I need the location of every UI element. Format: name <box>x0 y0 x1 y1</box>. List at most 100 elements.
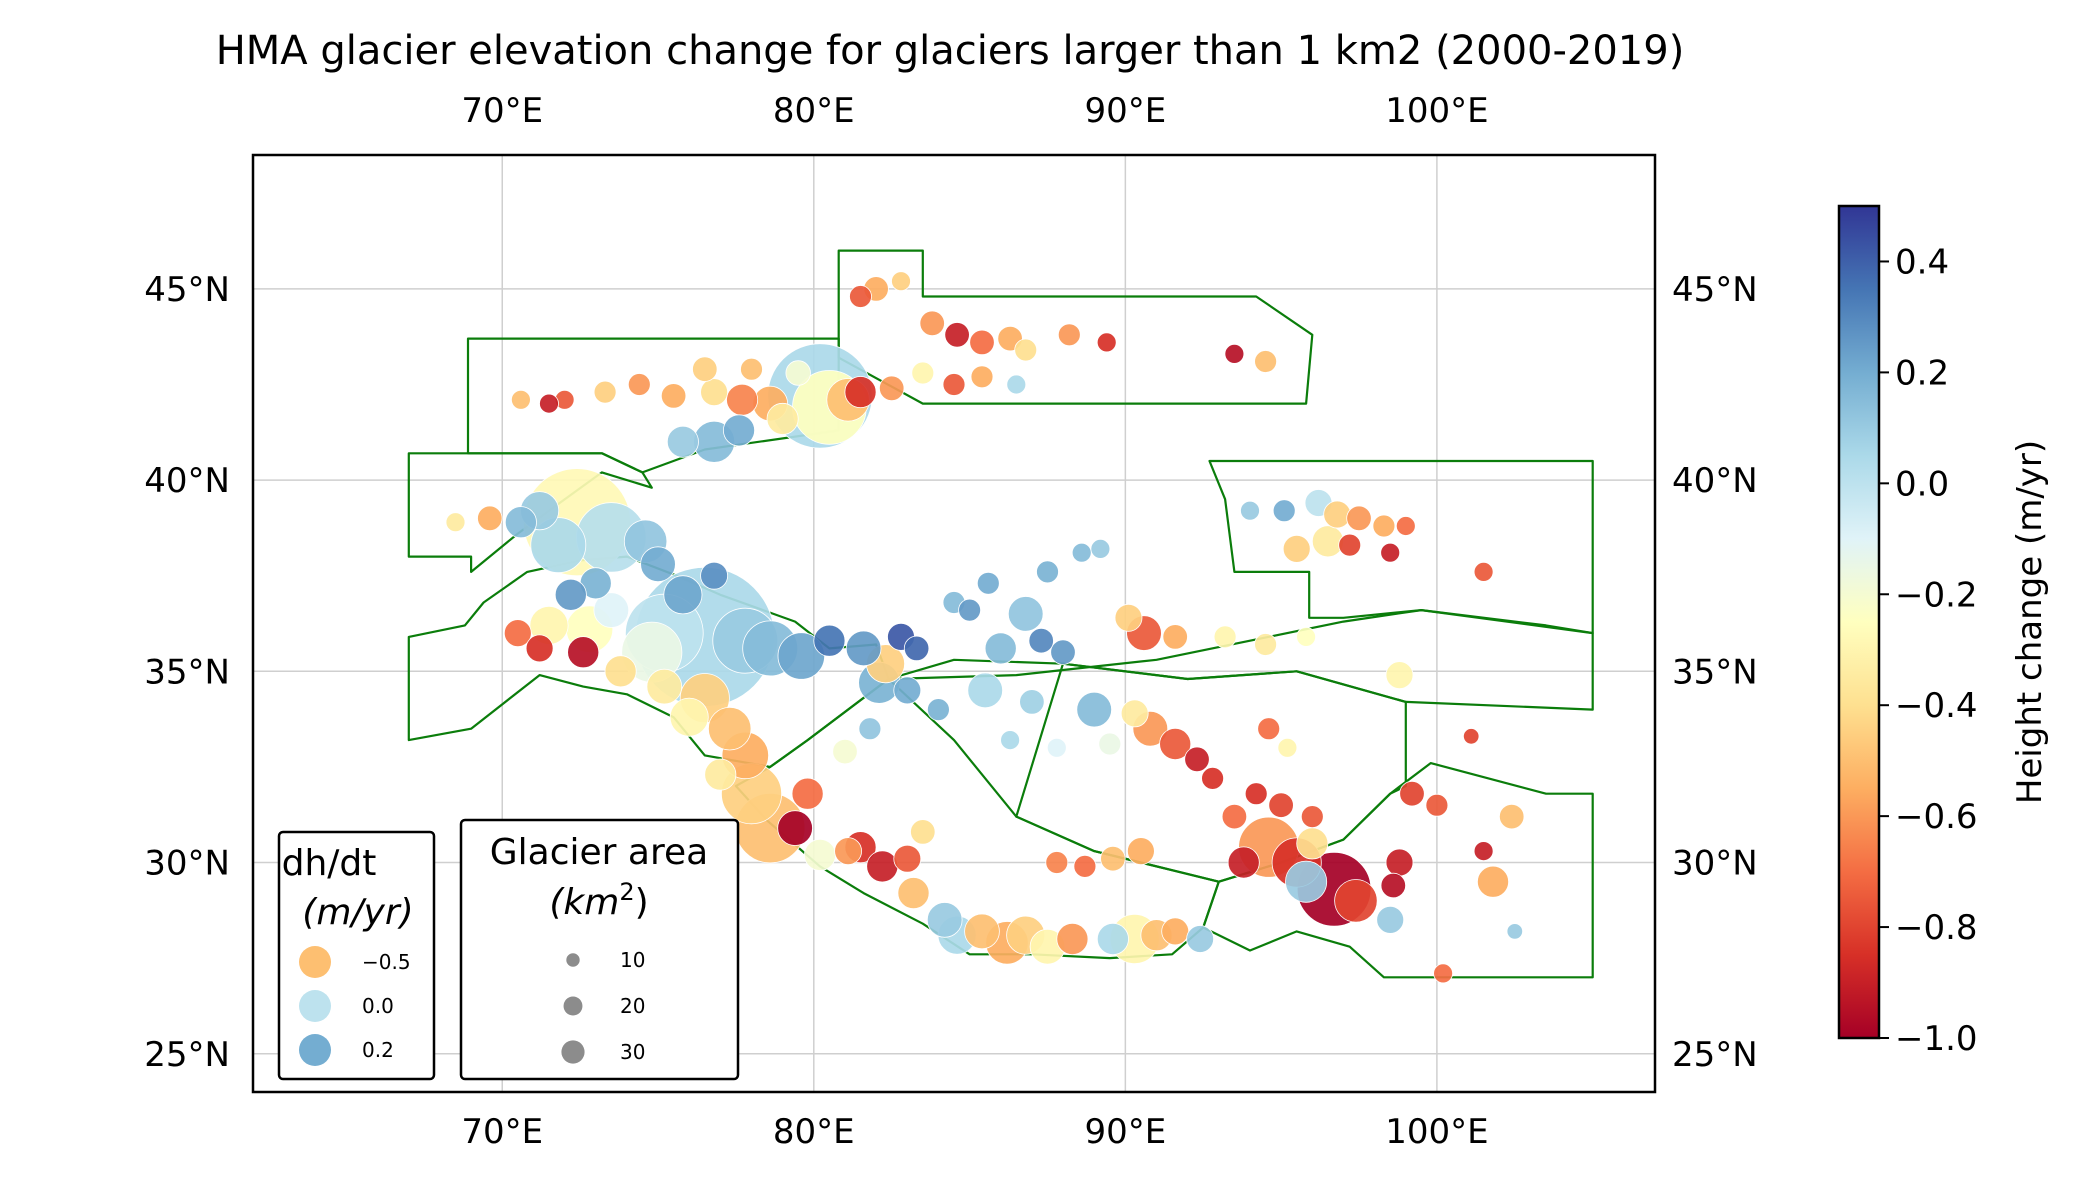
colorbar: 0.4 0.2 0.0 −0.2 −0.4 −0.6 −0.8 −1.0 Height cha… <box>1837 204 2050 1059</box>
glacier-marker <box>700 378 728 407</box>
glacier-marker <box>903 635 930 662</box>
colorbar-frame <box>1837 204 1881 1040</box>
glacier-marker <box>1120 699 1149 728</box>
glacier-marker <box>1376 906 1405 934</box>
tick-label-lat-right: 45°N <box>1672 270 1758 310</box>
map-frame <box>251 153 1657 1094</box>
glacier-marker <box>1498 803 1525 830</box>
glacier-marker <box>919 310 945 337</box>
glacier-marker <box>1076 691 1112 728</box>
glacier-marker <box>604 655 637 688</box>
glacier-marker <box>567 636 600 669</box>
tick-label-lat-left: 40°N <box>144 461 230 501</box>
glacier-marker <box>866 850 899 883</box>
legend-area-entries: 10 20 30 <box>561 948 645 1064</box>
glacier-marker <box>893 844 922 873</box>
legend-area-swatch <box>563 996 583 1016</box>
glacier-marker <box>1268 792 1294 818</box>
tick-label-lon-bottom: 90°E <box>1084 1112 1166 1152</box>
glacier-marker <box>1019 689 1045 715</box>
legend-area-title-line1: Glacier area <box>490 832 708 873</box>
glacier-marker <box>1338 533 1362 557</box>
legend-area-swatch <box>561 1040 585 1064</box>
colorbar-tick-label: 0.0 <box>1895 464 1949 504</box>
legend-dhdt-entries: −0.5 0.0 0.2 <box>299 946 411 1066</box>
glacier-marker <box>858 717 882 741</box>
glacier-marker <box>1096 332 1117 353</box>
glacier-marker <box>1385 848 1414 877</box>
glacier-marker <box>723 414 756 447</box>
glacier-marker <box>1100 846 1126 872</box>
glacier-marker <box>1254 350 1277 373</box>
glacier-marker <box>511 389 531 410</box>
glacier-marker <box>1184 746 1210 773</box>
glacier-marker <box>849 285 872 308</box>
glacier-marker <box>554 578 587 611</box>
glacier-marker <box>1050 639 1076 665</box>
glacier-marker <box>1372 514 1396 538</box>
glacier-marker <box>627 373 651 396</box>
tick-label-lat-right: 25°N <box>1672 1035 1758 1075</box>
glacier-marker <box>1323 500 1352 529</box>
glacier-marker <box>1311 525 1344 558</box>
glacier-markers <box>445 271 1525 984</box>
glacier-marker <box>1073 855 1097 878</box>
legend-dhdt-label: −0.5 <box>362 950 411 974</box>
glacier-marker <box>1296 627 1316 647</box>
glacier-marker <box>845 630 882 667</box>
glacier-marker <box>663 575 703 615</box>
glacier-marker <box>958 598 981 622</box>
tick-label-lon-bottom: 100°E <box>1385 1112 1488 1152</box>
glacier-marker <box>891 271 911 292</box>
glacier-marker <box>777 632 825 680</box>
glacier-marker <box>1285 860 1328 903</box>
glacier-marker <box>708 707 752 751</box>
glacier-marker <box>1300 805 1324 828</box>
glacier-marker <box>1334 879 1378 923</box>
legend-area-title-line2: (km2) <box>549 878 648 923</box>
glacier-marker <box>1346 505 1372 532</box>
glacier-marker <box>503 619 532 647</box>
glacier-marker <box>1213 625 1237 649</box>
glacier-marker <box>666 425 699 458</box>
colorbar-tick-label: −1.0 <box>1895 1019 1978 1059</box>
glacier-marker <box>791 777 824 810</box>
figure-title: HMA glacier elevation change for glacier… <box>216 28 1685 74</box>
glacier-marker <box>1272 499 1296 523</box>
glacier-marker <box>1098 732 1122 756</box>
tick-label-lon-top: 100°E <box>1385 91 1488 131</box>
glacier-marker <box>1186 925 1214 953</box>
legend-dhdt: dh/dt (m/yr) −0.5 0.0 0.2 <box>277 830 436 1081</box>
glacier-marker <box>593 592 630 628</box>
legend-dhdt-label: 0.0 <box>362 994 394 1018</box>
glacier-marker <box>646 668 683 705</box>
colorbar-label: Height change (m/yr) <box>2010 440 2050 804</box>
glacier-marker <box>766 402 799 435</box>
colorbar-tick-label: −0.4 <box>1895 686 1978 726</box>
glacier-marker <box>1254 633 1277 656</box>
glacier-marker <box>969 329 995 356</box>
tick-label-lon-bottom: 70°E <box>461 1112 543 1152</box>
glacier-marker <box>813 624 846 657</box>
legend-dhdt-swatch <box>299 1034 331 1066</box>
glacier-marker <box>740 357 763 381</box>
glacier-marker <box>1395 516 1416 536</box>
glacier-marker <box>844 376 877 409</box>
colorbar-tick-label: −0.8 <box>1895 908 1978 948</box>
glacier-marker <box>1114 603 1143 632</box>
legend-area-unit-close: ) <box>635 882 649 923</box>
legend-area-label: 20 <box>620 994 645 1018</box>
glacier-marker <box>477 505 503 532</box>
legend-area-label: 30 <box>620 1040 645 1064</box>
legend-area-frame <box>459 818 740 1081</box>
glacier-marker <box>910 819 936 845</box>
glacier-marker <box>692 356 718 382</box>
glacier-marker <box>1090 539 1111 559</box>
glacier-marker <box>944 322 970 348</box>
glacier-marker <box>1071 542 1092 563</box>
glacier-marker <box>777 810 813 846</box>
glacier-marker <box>1028 628 1054 654</box>
legend-dhdt-swatch <box>299 990 331 1022</box>
glacier-marker <box>927 698 950 721</box>
glacier-marker <box>1477 865 1510 898</box>
